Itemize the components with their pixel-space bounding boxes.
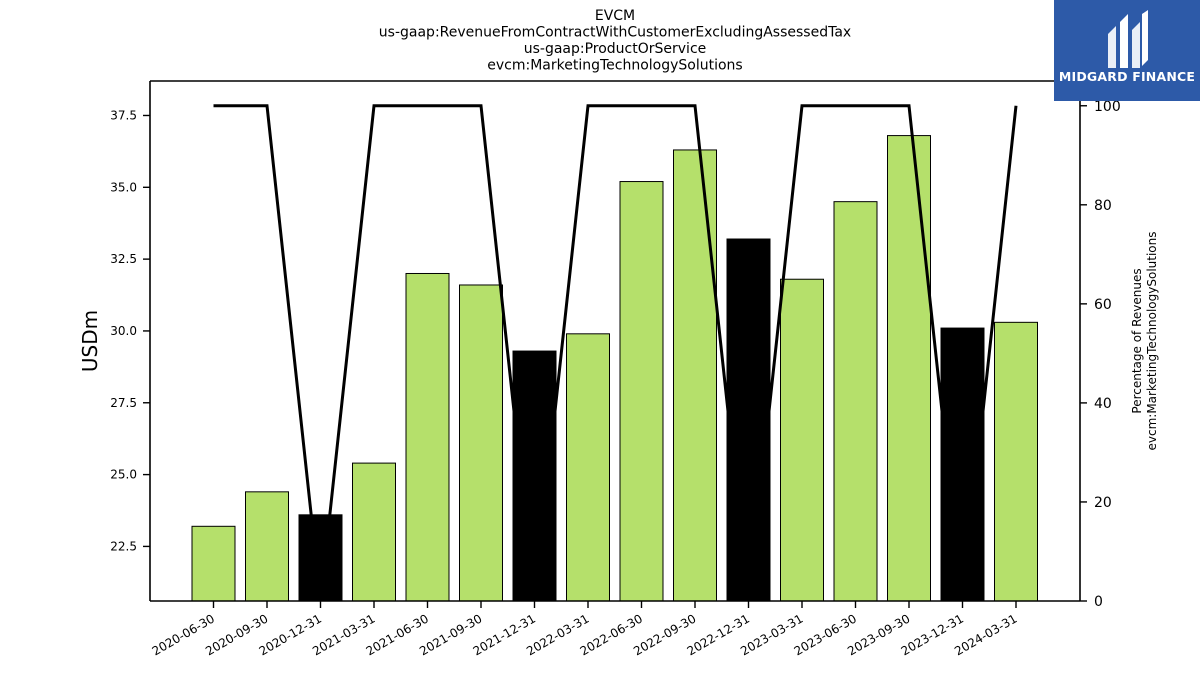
bar-series — [191, 135, 1038, 602]
brand-name: MIDGARD FINANCE — [1058, 69, 1196, 84]
y-tick-label: 22.5 — [110, 539, 137, 553]
y-right-tick-label: 60 — [1094, 297, 1112, 313]
bar — [405, 272, 450, 602]
y-axis-right-label: evcm:MarketingTechnologySolutions — [1145, 232, 1159, 451]
y-tick-label: 27.5 — [110, 396, 137, 410]
axes — [149, 80, 1081, 602]
bar — [619, 181, 664, 602]
chart-title-line: evcm:MarketingTechnologySolutions — [487, 58, 742, 74]
bar — [245, 491, 289, 602]
y-right-tick-label: 100 — [1094, 99, 1121, 115]
bar — [512, 350, 557, 602]
bar — [833, 201, 878, 602]
bar — [191, 525, 236, 602]
y-axis-right-label: Percentage of Revenues — [1130, 268, 1144, 413]
y-axis-right-ticks: 0 20 40 60 80 100 — [1080, 99, 1121, 610]
percentage-line — [213, 104, 1018, 602]
bar — [673, 149, 717, 602]
brand-logo: MIDGARD FINANCE — [1054, 0, 1200, 101]
percentage-line-series — [213, 104, 1018, 602]
y-right-tick-label: 40 — [1094, 396, 1112, 412]
bar — [352, 462, 396, 602]
y-right-tick-label: 0 — [1094, 594, 1103, 610]
x-axis-ticks: 2020-06-302020-09-302020-12-312021-03-31… — [150, 601, 1020, 658]
y-axis-ticks: 22.5 25.0 27.5 30.0 32.5 35.0 37.5 — [110, 108, 150, 553]
y-tick-label: 37.5 — [110, 108, 137, 122]
bar — [887, 135, 931, 602]
bar — [994, 321, 1038, 602]
bar — [298, 514, 343, 602]
y-tick-label: 35.0 — [110, 180, 137, 194]
chart-title-line: us-gaap:ProductOrService — [524, 41, 707, 57]
y-tick-label: 32.5 — [110, 252, 137, 266]
y-tick-label: 30.0 — [110, 324, 137, 338]
y-right-tick-label: 80 — [1094, 198, 1112, 214]
midgard-logo-icon — [1108, 10, 1148, 68]
axis-labels: USDm Percentage of Revenues evcm:Marketing… — [78, 232, 1159, 451]
y-axis-label: USDm — [78, 310, 102, 372]
bar — [726, 238, 771, 602]
chart-title-line: EVCM — [595, 8, 635, 24]
bar — [780, 278, 824, 602]
chart-title-line: us-gaap:RevenueFromContractWithCustomerE… — [379, 25, 851, 41]
chart-title: EVCMus-gaap:RevenueFromContractWithCusto… — [379, 8, 851, 74]
y-tick-label: 25.0 — [110, 468, 137, 482]
bar — [459, 284, 503, 602]
bar — [566, 333, 610, 602]
y-right-tick-label: 20 — [1094, 495, 1112, 511]
